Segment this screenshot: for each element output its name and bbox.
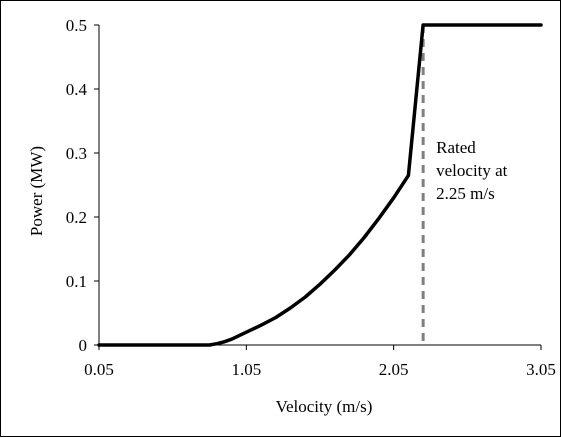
annotation-text-line: 2.25 m/s — [436, 184, 495, 203]
y-tick-labels: 0 0.1 0.2 0.3 0.4 0.5 — [66, 16, 88, 355]
y-tick-label: 0.5 — [66, 16, 87, 35]
y-tick-label: 0.2 — [66, 208, 87, 227]
x-tick-label: 3.05 — [526, 360, 556, 379]
x-axis-title: Velocity (m/s) — [276, 397, 373, 416]
y-tick-label: 0.4 — [66, 80, 88, 99]
power-curve-line — [97, 23, 543, 347]
annotation-text-line: velocity at — [436, 161, 508, 180]
series — [97, 23, 543, 347]
annotation-text-line: Rated — [436, 138, 476, 157]
y-tick-label: 0 — [79, 336, 88, 355]
x-tick-label: 0.05 — [84, 360, 114, 379]
x-tick-labels: 0.05 1.05 2.05 3.05 — [84, 360, 556, 379]
x-tick-label: 2.05 — [379, 360, 409, 379]
y-tick-label: 0.1 — [66, 272, 87, 291]
rated-velocity-annotation: Rated velocity at 2.25 m/s — [421, 25, 508, 345]
y-axis-title: Power (MW) — [27, 146, 46, 236]
tick-marks — [94, 24, 542, 350]
y-tick-label: 0.3 — [66, 144, 87, 163]
x-tick-label: 1.05 — [231, 360, 261, 379]
